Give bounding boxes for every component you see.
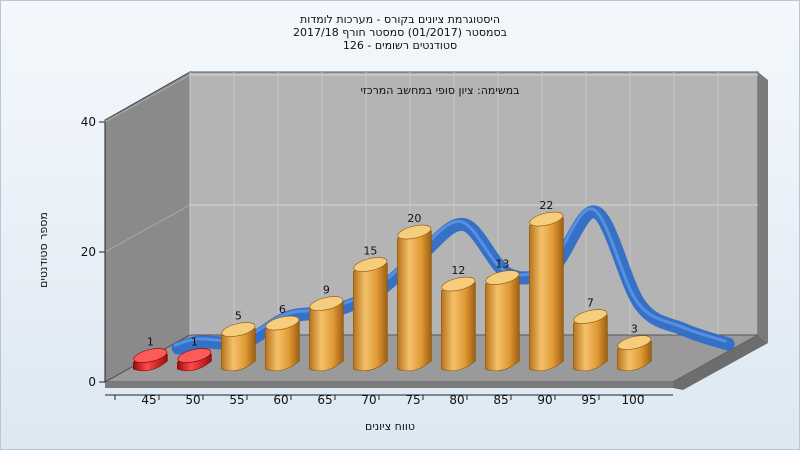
right-wall-edge [758, 72, 768, 343]
x-tick-label: 60 [273, 393, 288, 407]
floor-edge [105, 382, 673, 388]
y-tick-label: 0 [88, 375, 96, 389]
bar-cap [133, 348, 168, 363]
x-tick-label: 85 [493, 393, 508, 407]
bar-value-label: 20 [407, 212, 421, 225]
bar-value-label: 12 [451, 264, 465, 277]
chart-title-line-1: היסטוגרמת ציונים בקורס - מערכות לומדות [299, 13, 501, 26]
bar-80: 12 [441, 264, 476, 372]
x-tick-label: 50 [185, 393, 200, 407]
y-tick-label: 40 [81, 115, 96, 129]
x-tick-label: 55 [229, 393, 244, 407]
bar-body [397, 226, 432, 372]
bar-85: 13 [485, 258, 520, 372]
bar-45: 1 [133, 336, 168, 372]
bar-value-label: 5 [235, 310, 242, 323]
bar-90: 22 [529, 199, 564, 372]
bar-cap [221, 322, 256, 337]
bar-value-label: 3 [631, 323, 638, 336]
x-axis-title: טווח ציונים [365, 420, 415, 433]
bar-100: 3 [617, 323, 652, 372]
x-tick-label: 90 [537, 393, 552, 407]
bar-cap [353, 257, 388, 272]
bar-value-label: 15 [363, 245, 377, 258]
chart-title-line-2: בסמסטר (01/2017) סמסטר חורף 2017/18 [293, 26, 507, 39]
bar-cap [309, 296, 344, 311]
bar-value-label: 6 [279, 303, 286, 316]
bar-body [485, 271, 520, 372]
bar-cap [265, 315, 300, 331]
y-axis-title: מספר סטודנטים [37, 212, 50, 288]
gridlines [104, 72, 758, 335]
x-axis: 45 50 55 60 65 70 75 80 85 90 95 100 [105, 393, 673, 407]
bar-value-label: 13 [495, 258, 509, 271]
bar-cap [485, 270, 520, 285]
bar-value-label: 1 [147, 336, 154, 349]
y-axis: 0 20 40 [81, 115, 106, 389]
bar-value-label: 22 [539, 199, 553, 212]
x-tick-label: 95 [581, 393, 596, 407]
gridline-side [104, 74, 191, 123]
bar-60: 6 [265, 303, 300, 372]
bar-cap [397, 224, 432, 240]
bar-70: 15 [353, 245, 388, 372]
bar-50: 1 [177, 336, 212, 372]
bar-body [353, 258, 388, 372]
bar-95: 7 [573, 297, 608, 372]
bar-value-label: 9 [323, 284, 330, 297]
x-tick-label: 80 [449, 393, 464, 407]
x-tick-label: 100 [622, 393, 645, 407]
bar-cap [441, 276, 476, 292]
bar-cap [177, 348, 212, 363]
bar-value-label: 1 [191, 336, 198, 349]
chart-title-line-3: סטודנטים רשומים - 126 [342, 39, 458, 52]
floor-side-edge [673, 335, 768, 390]
bar-value-label: 7 [587, 297, 594, 310]
gridline-side [104, 204, 191, 253]
chart-subtitle: במשימה: ציון סופי במחשב המרכזי [360, 84, 519, 97]
bar-body [441, 278, 476, 372]
x-tick-label: 75 [405, 393, 420, 407]
x-tick-label: 45 [141, 393, 156, 407]
bar-cap [573, 309, 608, 324]
bar-55: 5 [221, 310, 256, 372]
x-tick-label: 70 [361, 393, 376, 407]
y-tick-label: 20 [81, 245, 96, 259]
bar-cap [529, 211, 564, 227]
bar-65: 9 [309, 284, 344, 372]
bar-cap [617, 335, 652, 350]
bar-75: 20 [397, 212, 432, 372]
bar-body [529, 213, 564, 372]
x-tick-label: 65 [317, 393, 332, 407]
